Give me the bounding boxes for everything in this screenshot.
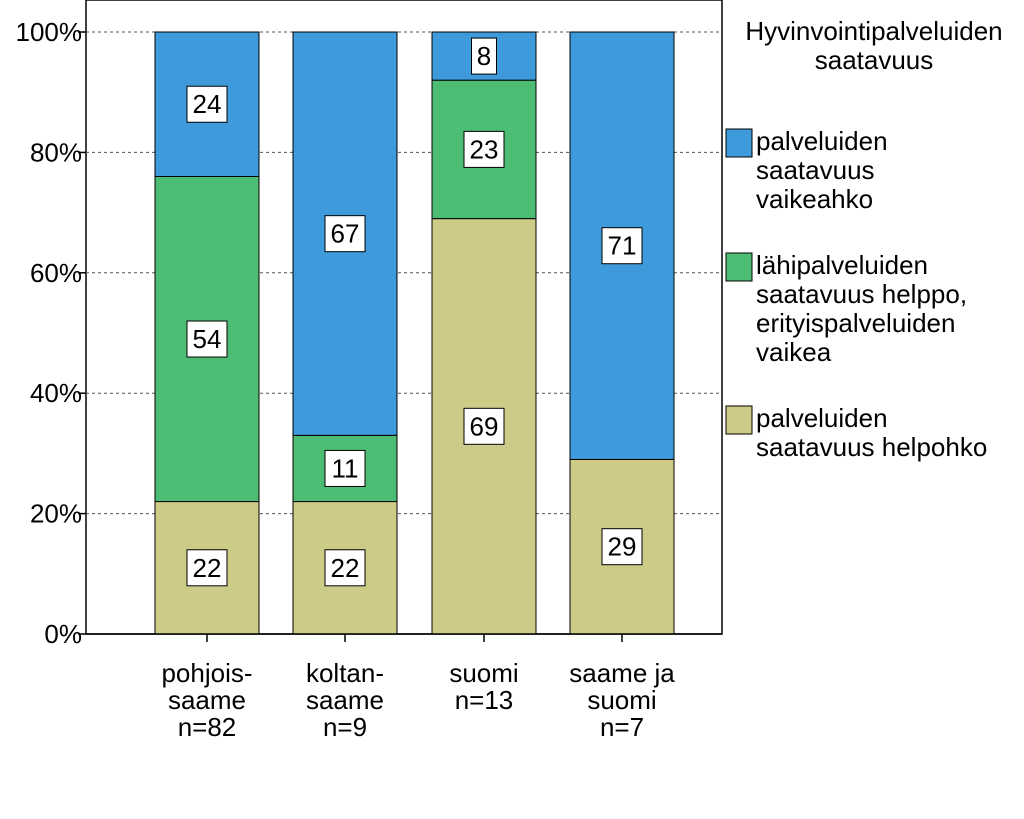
data-label-box [601, 227, 643, 265]
data-label: 69 [470, 411, 499, 441]
data-label-box [463, 130, 505, 168]
data-label: 22 [331, 553, 360, 583]
data-label-box [463, 407, 505, 445]
y-tick-label: 40% [30, 378, 82, 408]
data-label: 29 [608, 532, 637, 562]
y-tick-label: 100% [16, 17, 83, 47]
data-label: 8 [477, 41, 491, 71]
y-tick-label: 60% [30, 258, 82, 288]
legend-title: Hyvinvointipalveluiden saatavuus [745, 16, 1002, 75]
data-label-box [324, 215, 366, 253]
data-label: 54 [193, 324, 222, 354]
data-label-box [186, 320, 228, 358]
legend: Hyvinvointipalveluiden saatavuus palveluid… [725, 16, 1003, 462]
legend-label: palveluiden saatavuus helpohko [756, 403, 987, 462]
data-label-box [324, 449, 366, 487]
y-tick-label: 20% [30, 499, 82, 529]
x-tick-label: saame ja suomi n=7 [569, 658, 675, 742]
data-label: 22 [193, 553, 222, 583]
legend-swatch [725, 405, 753, 435]
x-tick-label: pohjois-saame n=82 [161, 658, 252, 742]
data-label-box [186, 85, 228, 123]
legend-label: lähipalveluiden saatavuus helppo, erityisp… [756, 250, 967, 367]
legend-swatch [725, 252, 753, 282]
legend-label: palveluiden saatavuus vaikeahko [756, 126, 888, 214]
x-tick-label: koltan-saame n=9 [306, 658, 384, 742]
data-labels: 22 54 24 22 11 67 69 23 8 29 71 [186, 37, 643, 587]
data-label-box [471, 37, 497, 75]
data-label: 71 [608, 231, 637, 261]
y-tick-label: 80% [30, 137, 82, 167]
data-label-box [186, 549, 228, 587]
data-label-box [601, 528, 643, 566]
data-label-box [324, 549, 366, 587]
data-label: 67 [331, 219, 360, 249]
data-label: 24 [193, 89, 222, 119]
axes: 0% 20% 40% 60% 80% 100% pohjois-saame n=82 kolta… [16, 17, 722, 742]
legend-swatch [725, 128, 753, 158]
data-label: 23 [470, 134, 499, 164]
x-tick-label: suomi n=13 [449, 658, 518, 715]
data-label: 11 [332, 453, 359, 483]
y-tick-label: 0% [44, 619, 82, 649]
